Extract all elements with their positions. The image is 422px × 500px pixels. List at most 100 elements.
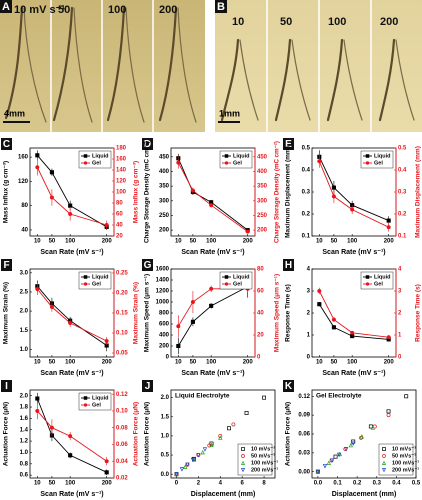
data-point xyxy=(190,299,195,305)
y-tick-label: 800 xyxy=(159,311,170,317)
y2-axis-title: Maximum Strain (%) xyxy=(133,282,140,344)
y-tick-label: 1.2 xyxy=(20,439,29,445)
y2-tick-label: 0.10 xyxy=(116,409,128,415)
data-point xyxy=(350,330,355,335)
y-tick-label: 350 xyxy=(159,184,170,190)
y-axis-title: Actuation Force (μN) xyxy=(144,402,151,466)
data-point xyxy=(218,435,223,440)
panel-letter-box xyxy=(142,259,153,271)
data-point xyxy=(315,469,321,475)
data-point xyxy=(329,458,335,463)
y-tick-label: 4 xyxy=(307,267,311,273)
y2-tick-label: 0 xyxy=(257,355,261,361)
x-tick-label: 10 xyxy=(316,360,323,366)
data-point xyxy=(35,165,40,170)
panel-letter-box xyxy=(215,0,227,13)
series-line xyxy=(36,288,107,342)
panel-letter-box xyxy=(283,259,294,271)
y2-tick-label: 0.12 xyxy=(116,392,128,398)
y2-tick-label: 350 xyxy=(257,184,268,190)
legend-label: 50 mVs⁻¹ xyxy=(392,452,416,459)
x-axis-title: Scan Rate (mV s⁻¹) xyxy=(181,249,244,256)
y2-tick-label: 200 xyxy=(257,228,268,234)
data-point xyxy=(200,449,205,455)
legend-label: Liquid xyxy=(92,395,109,401)
y-tick-label: 0.3 xyxy=(302,190,311,196)
data-point xyxy=(262,395,267,400)
legend-marker xyxy=(240,468,246,473)
y2-tick-label: 0.06 xyxy=(116,442,128,448)
legend-label: Gel xyxy=(92,160,101,166)
data-point xyxy=(326,460,332,465)
data-point xyxy=(35,153,40,158)
y2-tick-label: 140 xyxy=(116,168,127,174)
y2-tick-label: 0.3 xyxy=(398,190,407,196)
x-tick-label: 200 xyxy=(384,360,395,366)
data-point xyxy=(331,185,336,190)
data-point xyxy=(322,464,328,469)
data-point xyxy=(209,442,214,448)
data-point xyxy=(386,413,391,418)
data-point xyxy=(386,409,391,414)
y2-tick-label: 450 xyxy=(257,154,268,160)
x-tick-label: 10 xyxy=(34,481,41,487)
x-tick-label: 0.1 xyxy=(333,481,342,487)
legend-marker xyxy=(83,161,88,165)
data-point xyxy=(351,441,356,446)
data-point xyxy=(190,457,196,463)
y-tick-label: 1200 xyxy=(156,289,170,295)
x-tick-label: 0.0 xyxy=(314,481,323,487)
x-tick-label: 100 xyxy=(65,360,76,366)
y2-tick-label: 0.4 xyxy=(398,168,407,174)
legend-marker xyxy=(381,468,387,473)
legend-marker xyxy=(224,275,229,279)
x-tick-label: 200 xyxy=(243,239,254,245)
data-point xyxy=(331,325,336,330)
y2-tick-label: 20 xyxy=(257,333,264,339)
x-tick-label: 0 xyxy=(175,481,179,487)
y-tick-label: 0.03 xyxy=(298,450,310,456)
x-axis-title: Scan Rate (mV s⁻¹) xyxy=(322,249,385,256)
legend-label: 10 mVs⁻¹ xyxy=(392,445,416,452)
frame-label: 200 xyxy=(159,4,177,16)
data-point xyxy=(176,343,181,349)
panel-letter-box xyxy=(1,380,12,392)
y2-tick-label: 2 xyxy=(398,311,402,317)
y-tick-label: 1.5 xyxy=(161,414,170,420)
y-tick-label: 160 xyxy=(18,155,29,161)
series-line xyxy=(177,158,248,231)
legend-label: Gel xyxy=(92,281,101,287)
frame-label: 10 mV s⁻¹ xyxy=(14,4,65,16)
y-axis-title: Maximum Displacement (mm) xyxy=(285,146,292,238)
y2-tick-label: 0 xyxy=(398,355,402,361)
legend-marker xyxy=(83,396,88,400)
y-tick-label: 1000 xyxy=(156,300,170,306)
x-tick-label: 100 xyxy=(65,239,76,245)
chart-title: Gel Electrolyte xyxy=(316,393,362,400)
legend-label: 200 mVs⁻¹ xyxy=(392,466,419,473)
legend-marker xyxy=(365,154,370,158)
panel-letter: F xyxy=(3,260,9,271)
scale-label: 1mm xyxy=(219,108,240,118)
data-point xyxy=(196,453,201,458)
data-point xyxy=(183,464,188,469)
y2-tick-label: 400 xyxy=(257,169,268,175)
x-tick-label: 50 xyxy=(331,239,338,245)
data-point xyxy=(68,453,73,458)
y-tick-label: 2.0 xyxy=(20,309,29,315)
panel-letter: C xyxy=(3,139,10,150)
chart-title: Liquid Electrolyte xyxy=(175,393,230,400)
y-tick-label: 200 xyxy=(159,344,170,350)
y-tick-label: 2 xyxy=(307,311,311,317)
y-tick-label: 0.4 xyxy=(302,168,311,174)
x-tick-label: 200 xyxy=(102,239,113,245)
data-point xyxy=(49,195,54,200)
legend-label: 200 mVs⁻¹ xyxy=(251,466,278,473)
y-tick-label: 0.00 xyxy=(298,469,310,475)
panel-letter-box xyxy=(283,138,294,150)
y2-tick-label: 0.20 xyxy=(116,291,128,297)
series-line xyxy=(177,286,248,347)
y-tick-label: 0.8 xyxy=(20,461,29,467)
legend-marker xyxy=(382,447,386,451)
panel-letter: I xyxy=(5,381,8,392)
